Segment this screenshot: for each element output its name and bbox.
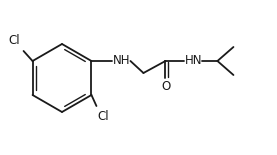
Text: Cl: Cl — [98, 111, 109, 124]
Text: NH: NH — [113, 55, 130, 67]
Text: Cl: Cl — [9, 35, 20, 47]
Text: O: O — [162, 80, 171, 93]
Text: HN: HN — [185, 55, 202, 67]
